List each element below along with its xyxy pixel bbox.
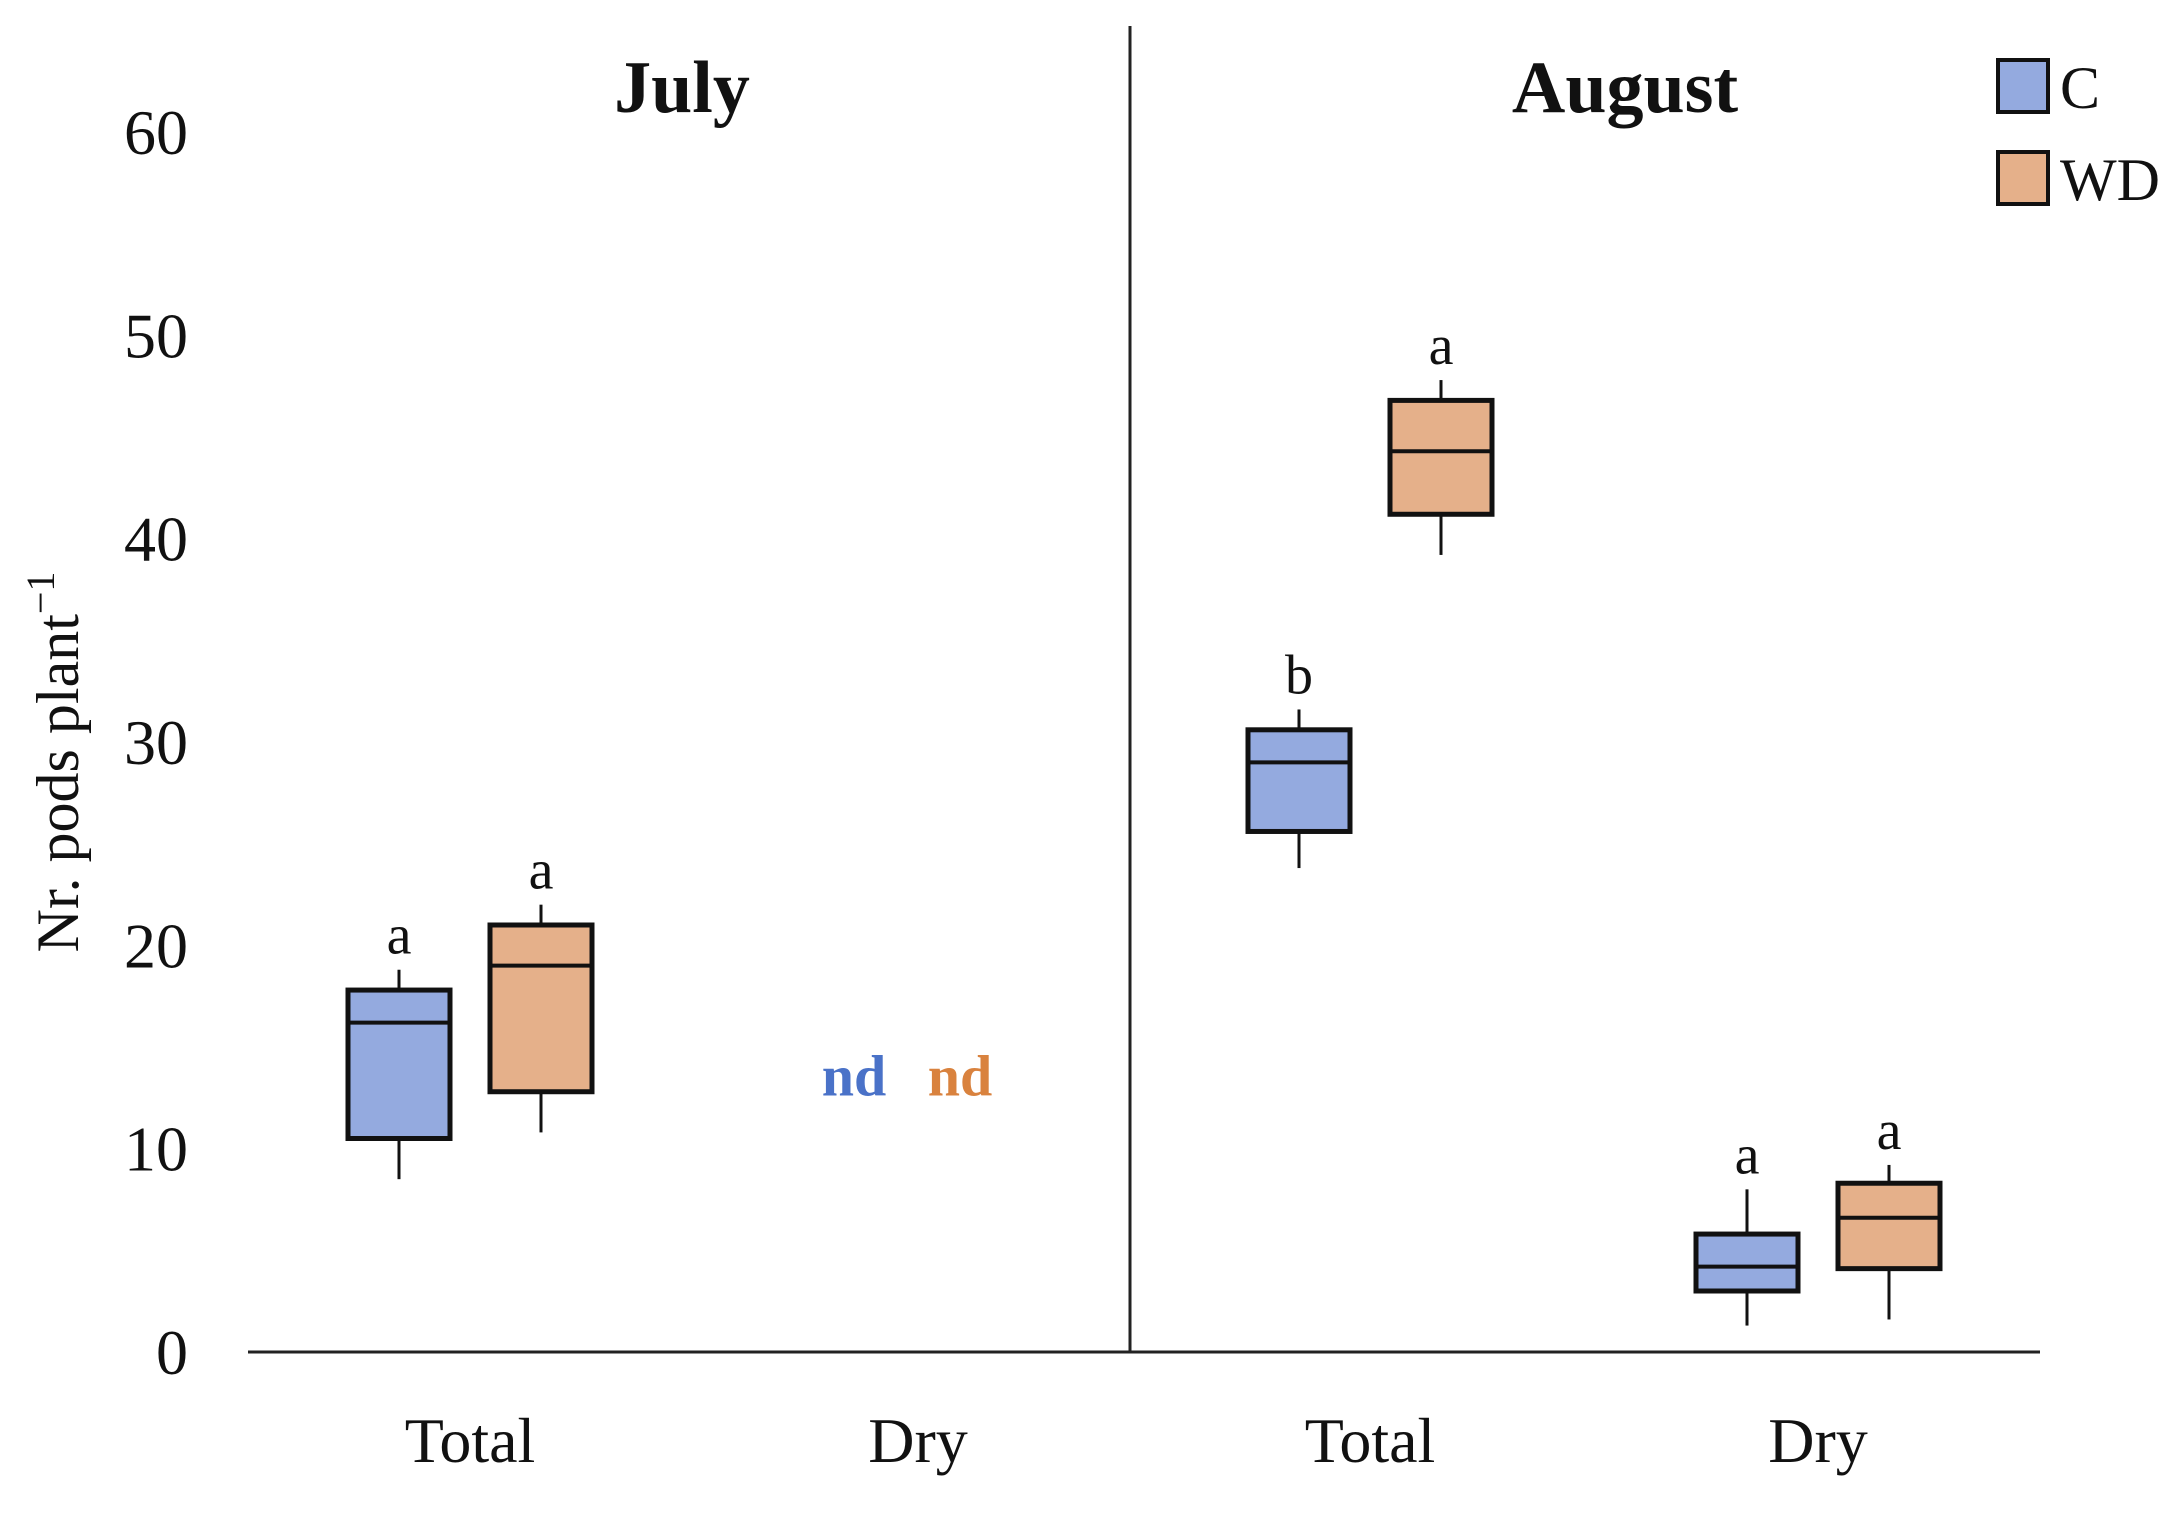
legend-label: C <box>2060 55 2100 121</box>
panels: July Total a a Dry nd nd August Total b a Dry a a <box>345 47 1943 1476</box>
x-category-label: Total <box>1305 1405 1436 1476</box>
legend-item-c: C <box>1996 55 2100 121</box>
y-axis-label-superscript: −1 <box>18 572 63 615</box>
significance-label: b <box>1285 644 1313 706</box>
panel-august: August Total b a Dry a a <box>1245 47 1943 1476</box>
y-tick-label: 20 <box>124 910 188 981</box>
legend: C WD <box>1996 55 2160 213</box>
nd-label-wd: nd <box>928 1043 993 1108</box>
box-c: b <box>1245 644 1353 869</box>
legend-swatch <box>1996 150 2050 206</box>
box-iqr <box>487 922 595 1095</box>
axes-lines <box>248 26 2040 1354</box>
panel-title: July <box>614 47 750 129</box>
significance-label: a <box>1877 1100 1902 1162</box>
y-tick-label: 0 <box>156 1317 188 1388</box>
box-c: a <box>345 905 453 1180</box>
panel-title: August <box>1512 47 1739 129</box>
y-tick-label: 60 <box>124 97 188 168</box>
y-tick-label: 10 <box>124 1114 188 1185</box>
y-tick-label: 40 <box>124 504 188 575</box>
box-c: a <box>1693 1124 1801 1326</box>
y-tick-label: 50 <box>124 300 188 371</box>
legend-swatch <box>1996 58 2050 114</box>
box-iqr <box>1245 727 1353 834</box>
x-category-label: Dry <box>1768 1405 1868 1476</box>
x-category-label: Dry <box>868 1405 968 1476</box>
y-axis-label-main: Nr. pods plant <box>25 614 91 953</box>
legend-label: WD <box>2060 147 2160 213</box>
x-category-label: Total <box>405 1405 536 1476</box>
box-wd: a <box>487 840 595 1133</box>
box-iqr <box>345 987 453 1141</box>
significance-label: a <box>1429 315 1454 377</box>
significance-label: a <box>529 840 554 902</box>
legend-item-wd: WD <box>1996 147 2160 213</box>
box-wd: a <box>1387 315 1495 555</box>
box-iqr <box>1387 397 1495 517</box>
nd-label-c: nd <box>822 1043 887 1108</box>
y-tick-label: 30 <box>124 707 188 778</box>
box-iqr <box>1693 1231 1801 1294</box>
y-axis-label: Nr. pods plant−1 <box>18 572 91 953</box>
panel-july: July Total a a Dry nd nd <box>345 47 993 1476</box>
significance-label: a <box>387 905 412 967</box>
box-iqr <box>1835 1180 1943 1272</box>
box-wd: a <box>1835 1100 1943 1320</box>
significance-label: a <box>1735 1124 1760 1186</box>
y-axis: 0 10 20 30 40 50 60 Nr. pods plant−1 <box>18 97 188 1388</box>
